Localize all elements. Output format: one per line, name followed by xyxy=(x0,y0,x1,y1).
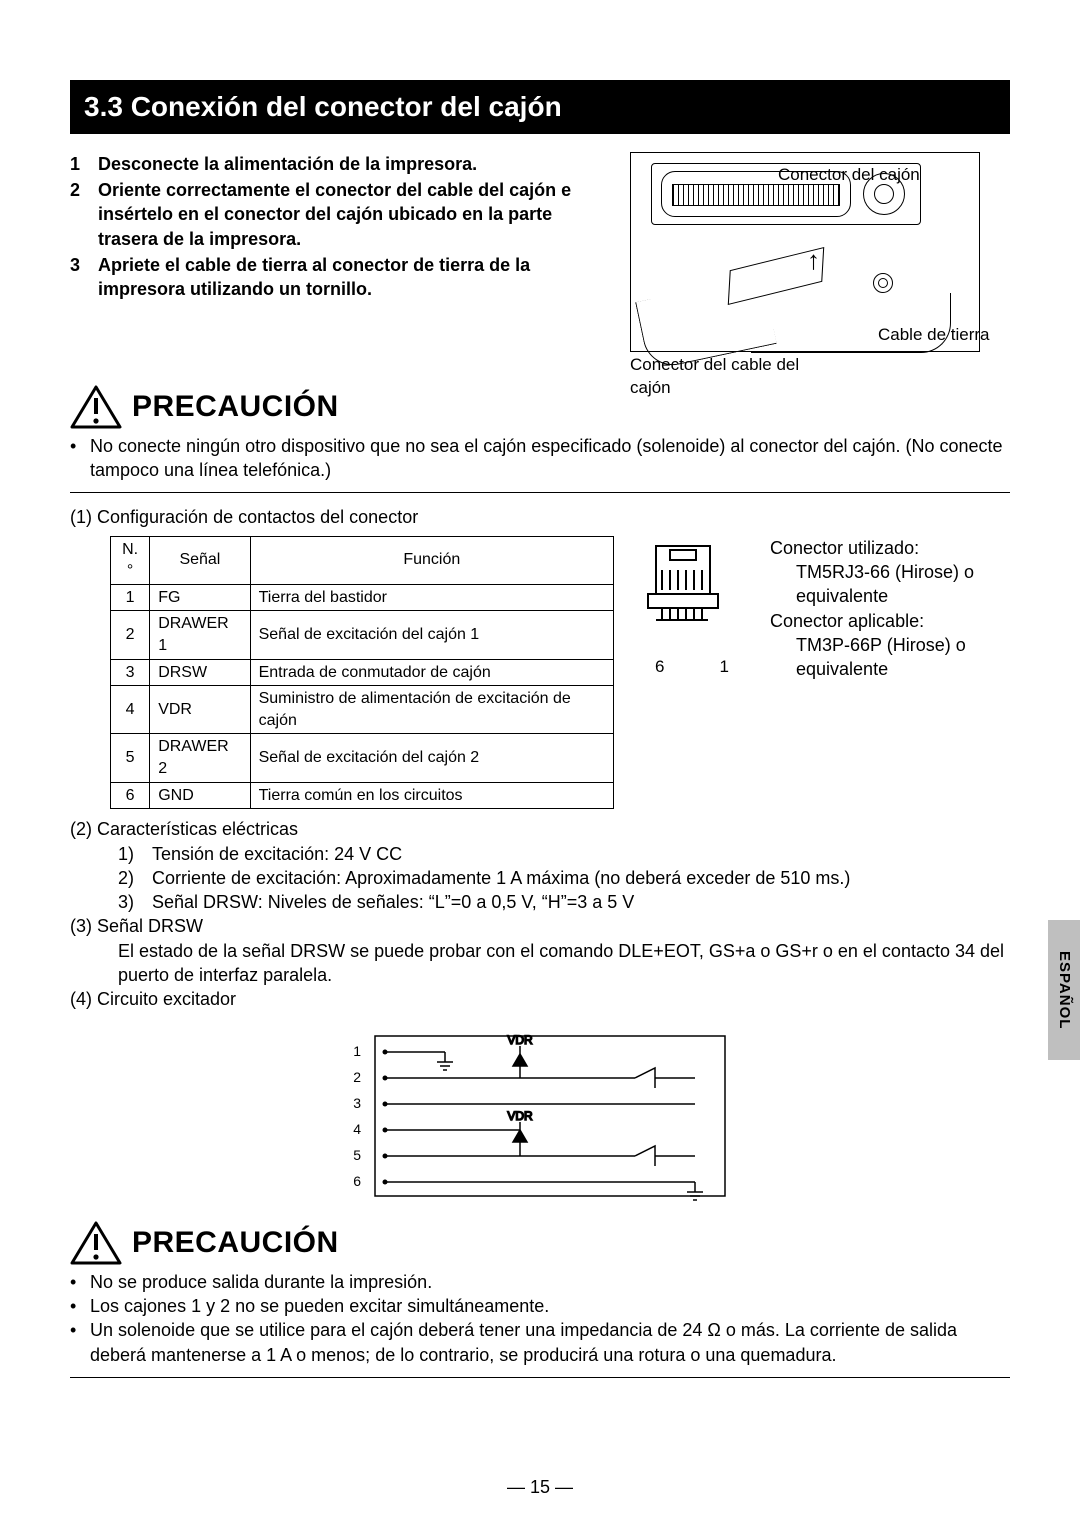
drsw-text: El estado de la señal DRSW se puede prob… xyxy=(118,939,1010,988)
connector-applicable-label: Conector aplicable: xyxy=(770,611,924,631)
caution-word: PRECAUCIÓN xyxy=(132,387,339,428)
svg-text:6: 6 xyxy=(353,1173,361,1189)
language-tab-label: ESPAÑOL xyxy=(1054,951,1074,1029)
spec-text: Señal DRSW: Niveles de señales: “L”=0 a … xyxy=(152,890,1010,914)
elec-title: (2) Características eléctricas xyxy=(70,817,1010,841)
step-number: 3 xyxy=(70,253,98,302)
step-number: 1 xyxy=(70,152,98,176)
svg-text:VDR: VDR xyxy=(507,1109,533,1123)
caution-word: PRECAUCIÓN xyxy=(132,1223,339,1264)
caution-item: Los cajones 1 y 2 no se pueden excitar s… xyxy=(70,1294,1010,1318)
spec-num: 2) xyxy=(118,866,152,890)
section-header: 3.3 Conexión del conector del cajón xyxy=(70,80,1010,134)
col-signal: Señal xyxy=(150,536,250,584)
table-header-row: N.° Señal Función xyxy=(111,536,614,584)
diagram-label-ground: Cable de tierra xyxy=(878,324,990,347)
diagram-label-cable-connector: Conector del cable del cajón xyxy=(630,354,830,400)
caution-item: No se produce salida durante la impresió… xyxy=(70,1270,1010,1294)
spec-num: 1) xyxy=(118,842,152,866)
rj-pin-left: 6 xyxy=(655,656,664,679)
svg-text:VDR: VDR xyxy=(507,1033,533,1047)
instruction-steps: 1Desconecte la alimentación de la impres… xyxy=(70,152,610,356)
connector-used-value: TM5RJ3-66 (Hirose) o equivalente xyxy=(770,560,1010,609)
warning-triangle-icon xyxy=(70,1220,122,1266)
caution-text: No se produce salida durante la impresió… xyxy=(90,1270,432,1294)
table-row: 6GNDTierra común en los circuitos xyxy=(111,782,614,809)
table-row: 4VDRSuministro de alimentación de excita… xyxy=(111,686,614,734)
connector-diagram: ↑ Conector del cajón Cable de tierra Con… xyxy=(630,152,1010,356)
rj-pin-right: 1 xyxy=(720,656,729,679)
pin-config-title: (1) Configuración de contactos del conec… xyxy=(70,505,1010,529)
warning-triangle-icon xyxy=(70,384,122,430)
divider xyxy=(70,492,1010,493)
step-item: 2Oriente correctamente el conector del c… xyxy=(70,178,610,251)
pin-table: N.° Señal Función 1FGTierra del bastidor… xyxy=(110,536,614,810)
caution-heading-2: PRECAUCIÓN xyxy=(70,1220,1010,1266)
table-row: 2DRAWER 1Señal de excitación del cajón 1 xyxy=(111,611,614,659)
connector-info: Conector utilizado: TM5RJ3-66 (Hirose) o… xyxy=(770,536,1010,682)
connector-applicable-value: TM3P-66P (Hirose) o equivalente xyxy=(770,633,1010,682)
divider xyxy=(70,1377,1010,1378)
driver-circuit-diagram: 1 2 3 4 5 6 VDR VDR xyxy=(335,1026,745,1212)
drsw-title: (3) Señal DRSW xyxy=(70,914,1010,938)
step-number: 2 xyxy=(70,178,98,251)
caution-text: Un solenoide que se utilice para el cajó… xyxy=(90,1318,1010,1367)
svg-text:5: 5 xyxy=(353,1147,361,1163)
caution-text: No conecte ningún otro dispositivo que n… xyxy=(90,434,1010,483)
top-row: 1Desconecte la alimentación de la impres… xyxy=(70,152,1010,356)
col-no: N.° xyxy=(111,536,150,584)
caution-list-2: No se produce salida durante la impresió… xyxy=(70,1270,1010,1367)
spec-text: Corriente de excitación: Aproximadamente… xyxy=(152,866,1010,890)
step-text: Desconecte la alimentación de la impreso… xyxy=(98,152,610,176)
table-row: 5DRAWER 2Señal de excitación del cajón 2 xyxy=(111,734,614,782)
language-tab: ESPAÑOL xyxy=(1048,920,1080,1060)
svg-text:1: 1 xyxy=(353,1043,361,1059)
rj-connector-diagram: 6 1 xyxy=(638,536,746,679)
caution-text: Los cajones 1 y 2 no se pueden excitar s… xyxy=(90,1294,549,1318)
driver-title: (4) Circuito excitador xyxy=(70,987,1010,1011)
pin-config-row: N.° Señal Función 1FGTierra del bastidor… xyxy=(70,536,1010,810)
caution-item: Un solenoide que se utilice para el cajó… xyxy=(70,1318,1010,1367)
spec-text: Tensión de excitación: 24 V CC xyxy=(152,842,1010,866)
step-text: Oriente correctamente el conector del ca… xyxy=(98,178,610,251)
caution-list-1: No conecte ningún otro dispositivo que n… xyxy=(70,434,1010,483)
table-row: 3DRSWEntrada de conmutador de cajón xyxy=(111,659,614,686)
svg-text:2: 2 xyxy=(353,1069,361,1085)
step-item: 1Desconecte la alimentación de la impres… xyxy=(70,152,610,176)
diagram-label-connector: Conector del cajón xyxy=(778,164,920,187)
caution-heading: PRECAUCIÓN xyxy=(70,384,1010,430)
page-number: — 15 — xyxy=(0,1475,1080,1499)
svg-text:4: 4 xyxy=(353,1121,361,1137)
col-func: Función xyxy=(250,536,613,584)
table-row: 1FGTierra del bastidor xyxy=(111,584,614,611)
electrical-specs: (2) Características eléctricas 1)Tensión… xyxy=(70,817,1010,1011)
step-text: Apriete el cable de tierra al conector d… xyxy=(98,253,610,302)
spec-num: 3) xyxy=(118,890,152,914)
connector-used-label: Conector utilizado: xyxy=(770,538,919,558)
svg-text:3: 3 xyxy=(353,1095,361,1111)
caution-item: No conecte ningún otro dispositivo que n… xyxy=(70,434,1010,483)
step-item: 3Apriete el cable de tierra al conector … xyxy=(70,253,610,302)
